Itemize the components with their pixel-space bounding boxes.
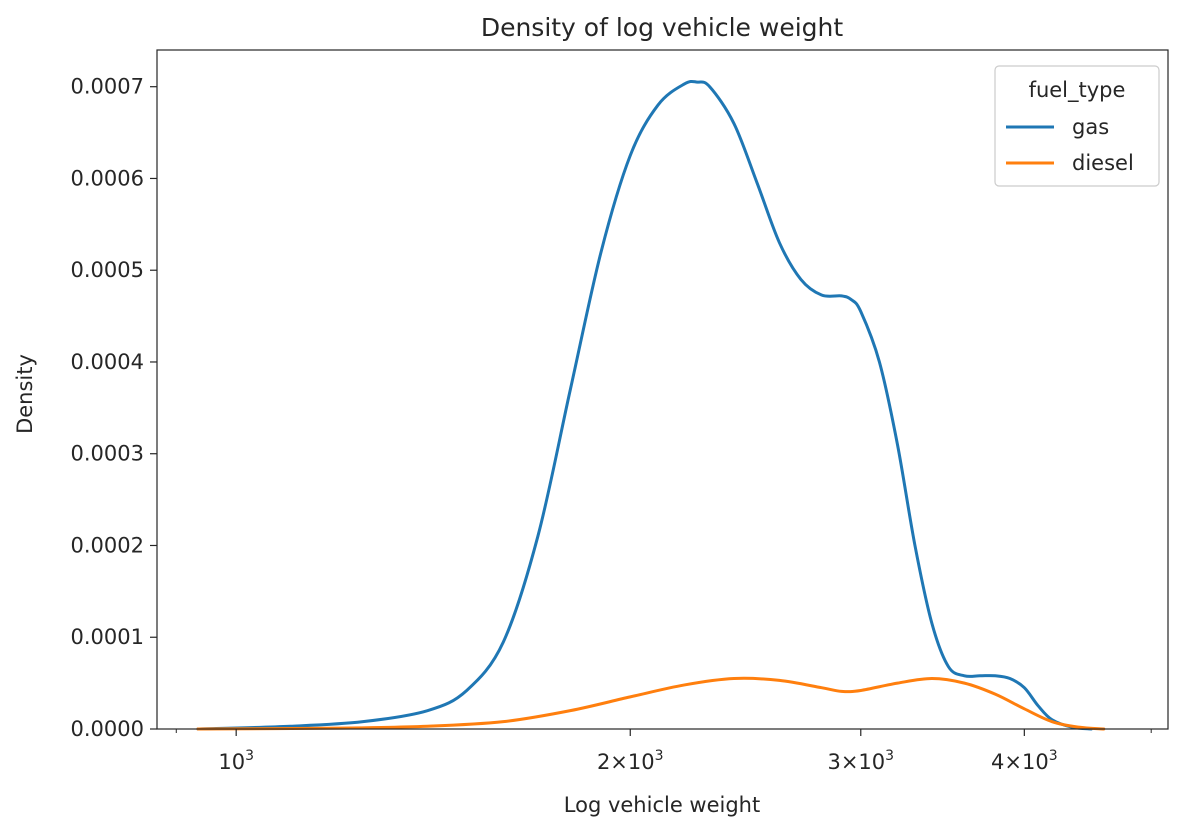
y-tick-label: 0.0003 xyxy=(71,442,144,466)
y-tick-label: 0.0000 xyxy=(71,717,144,741)
series-line-gas xyxy=(196,79,1093,731)
x-axis-label: Log vehicle weight xyxy=(564,793,760,817)
x-tick-label: 103 xyxy=(218,748,254,774)
x-tick-label: 3×103 xyxy=(827,748,894,774)
legend-frame xyxy=(994,65,1160,187)
axes-layer: 0.0000 0.0001 0.0002 0.0003 0.0004 0.0005 0.00… xyxy=(71,49,1169,774)
y-tick-label: 0.0002 xyxy=(71,533,144,557)
series-line-diesel xyxy=(196,676,1106,731)
legend-label-gas: gas xyxy=(1072,115,1109,139)
x-tick-label: 2×103 xyxy=(597,748,664,774)
legend-label-diesel: diesel xyxy=(1072,151,1134,175)
legend: fuel_type gas diesel xyxy=(994,65,1160,187)
y-tick-label: 0.0005 xyxy=(71,258,144,282)
legend-title: fuel_type xyxy=(1029,78,1126,103)
y-tick-label: 0.0006 xyxy=(71,166,144,190)
chart-title: Density of log vehicle weight xyxy=(481,13,844,42)
plot-frame xyxy=(156,49,1169,730)
y-axis-label: Density xyxy=(13,354,37,434)
series-layer xyxy=(196,79,1106,731)
y-tick-label: 0.0001 xyxy=(71,625,144,649)
y-tick-label: 0.0004 xyxy=(71,350,144,374)
y-tick-label: 0.0007 xyxy=(71,75,144,99)
x-tick-label: 4×103 xyxy=(991,748,1058,774)
